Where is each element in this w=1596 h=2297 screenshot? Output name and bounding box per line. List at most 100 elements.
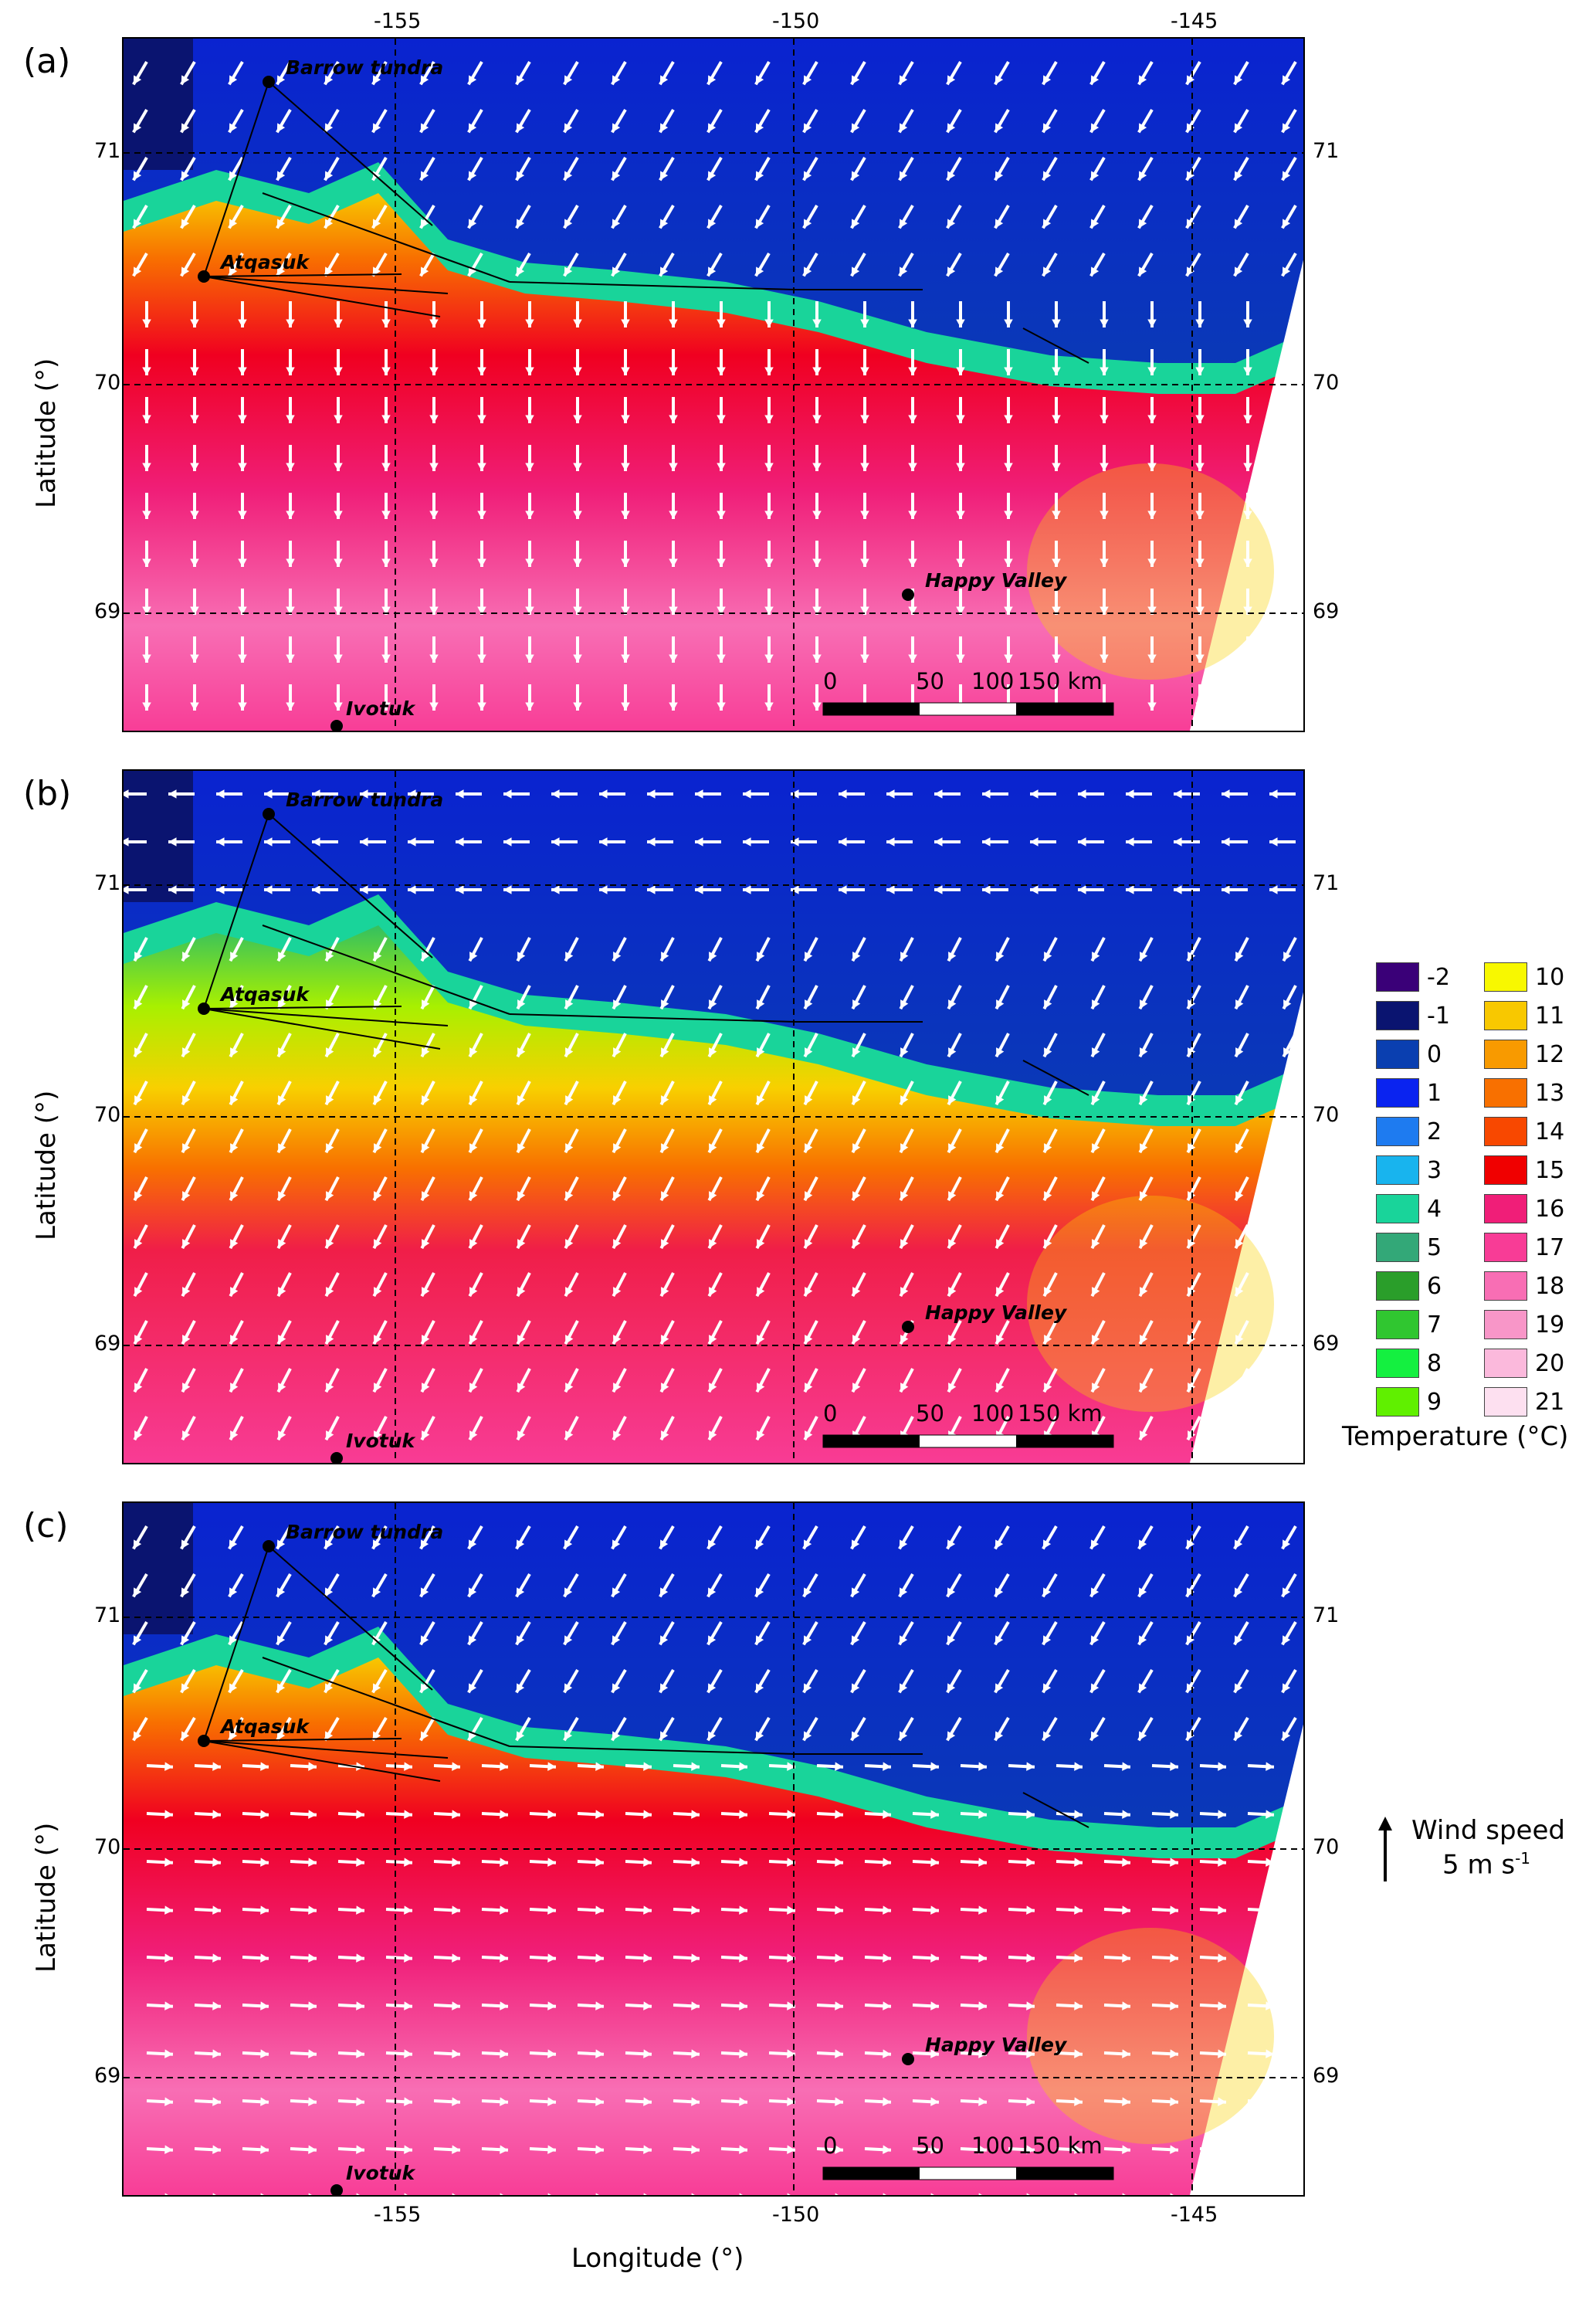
lat-tick-label-left: 71 — [94, 139, 121, 163]
legend-swatch — [1484, 1078, 1527, 1108]
legend-value: 16 — [1535, 1196, 1565, 1223]
site-marker-1 — [198, 270, 210, 283]
legend-swatch — [1376, 1117, 1419, 1146]
x-axis-title: Longitude (°) — [571, 2243, 744, 2274]
site-marker-3 — [330, 2184, 343, 2195]
site-label: Barrow tundra — [286, 56, 443, 79]
lat-tick-label-left: 69 — [94, 2064, 121, 2088]
site-label: Atqasuk — [219, 983, 310, 1006]
scale-bar-label: 100 — [971, 2132, 1014, 2159]
wind-arrows — [124, 789, 1297, 1441]
legend-title: Temperature (°C) — [1342, 1421, 1569, 1452]
legend-value: 14 — [1535, 1118, 1565, 1145]
legend-swatch — [1376, 962, 1419, 992]
site-label: Happy Valley — [925, 1301, 1068, 1324]
legend-swatch — [1484, 1349, 1527, 1378]
site-label: Happy Valley — [925, 2034, 1068, 2056]
map-panel-b: Barrow tundra Atqasuk Happy Valley Ivotuk 0 5… — [122, 769, 1305, 1464]
scale-bar-label: 100 — [971, 668, 1014, 694]
legend-value: 8 — [1427, 1350, 1442, 1377]
legend-value: -1 — [1427, 1003, 1450, 1030]
legend-swatch — [1376, 1271, 1419, 1301]
site-marker-2 — [902, 1321, 914, 1333]
site-label: Ivotuk — [346, 697, 416, 720]
site-marker-0 — [263, 76, 275, 88]
lat-tick-label-left: 70 — [94, 1103, 121, 1127]
site-label: Ivotuk — [346, 2162, 416, 2184]
legend-swatch — [1484, 1040, 1527, 1069]
legend-value: 17 — [1535, 1234, 1565, 1261]
site-marker-3 — [330, 720, 343, 731]
legend-swatch — [1376, 1001, 1419, 1030]
site-marker-2 — [902, 2053, 914, 2065]
lat-tick-label-left: 71 — [94, 871, 121, 895]
lat-tick-label-left: 70 — [94, 371, 121, 395]
panel-label: (a) — [23, 42, 71, 81]
map-field: Barrow tundra Atqasuk Happy Valley Ivotuk 0 5… — [124, 39, 1303, 731]
y-axis-title: Latitude (°) — [31, 1822, 62, 1973]
wind-key-arrow-icon — [1378, 1817, 1392, 1881]
scale-bar-label: 0 — [823, 1400, 837, 1427]
legend-swatch — [1376, 1155, 1419, 1185]
legend-swatch — [1484, 1001, 1527, 1030]
legend-value: 19 — [1535, 1311, 1565, 1339]
legend-value: 15 — [1535, 1157, 1565, 1184]
lat-tick-label-right: 71 — [1313, 1603, 1340, 1627]
legend-swatch — [1484, 962, 1527, 992]
legend-value: 4 — [1427, 1196, 1442, 1223]
map-field: Barrow tundra Atqasuk Happy Valley Ivotuk 0 5… — [124, 771, 1303, 1463]
lat-tick-label-right: 69 — [1313, 599, 1340, 623]
wind-arrows — [132, 60, 1300, 711]
lon-tick-label: -145 — [1171, 2203, 1218, 2227]
legend-swatch — [1484, 1117, 1527, 1146]
site-label: Atqasuk — [219, 1715, 310, 1738]
lat-tick-label-left: 71 — [94, 1603, 121, 1627]
site-marker-3 — [330, 1452, 343, 1463]
lat-tick-label-left: 70 — [94, 1835, 121, 1859]
scale-bar-label: 150 km — [1018, 668, 1103, 694]
legend-swatch — [1376, 1078, 1419, 1108]
legend-value: 12 — [1535, 1041, 1565, 1068]
site-marker-2 — [902, 589, 914, 601]
lon-tick-label: -150 — [772, 2203, 820, 2227]
legend-value: 7 — [1427, 1311, 1442, 1339]
legend-swatch — [1376, 1349, 1419, 1378]
wind-key-value: 5 m s-1 — [1442, 1849, 1531, 1881]
lat-tick-label-right: 70 — [1313, 371, 1340, 395]
lat-tick-label-right: 71 — [1313, 871, 1340, 895]
lon-tick-label: -155 — [374, 2203, 422, 2227]
legend-value: 11 — [1535, 1003, 1565, 1030]
legend-value: -2 — [1427, 964, 1450, 991]
lat-tick-label-right: 69 — [1313, 2064, 1340, 2088]
legend-value: 10 — [1535, 964, 1565, 991]
legend-value: 0 — [1427, 1041, 1442, 1068]
scale-bar: 0 50 100 150 km — [822, 2132, 1114, 2180]
wind-arrows — [132, 1525, 1303, 2195]
scale-bar: 0 50 100 150 km — [822, 668, 1114, 716]
scale-bar-label: 50 — [916, 1400, 944, 1427]
legend-swatch — [1484, 1387, 1527, 1417]
site-marker-1 — [198, 1003, 210, 1015]
scale-bar-label: 50 — [916, 2132, 944, 2159]
legend-value: 2 — [1427, 1118, 1442, 1145]
legend-swatch — [1376, 1387, 1419, 1417]
lon-tick-label: -155 — [374, 9, 422, 33]
legend-swatch — [1484, 1310, 1527, 1339]
legend-value: 5 — [1427, 1234, 1442, 1261]
legend-value: 20 — [1535, 1350, 1565, 1377]
map-panel-a: Barrow tundra Atqasuk Happy Valley Ivotuk 0 5… — [122, 37, 1305, 732]
legend-value: 13 — [1535, 1080, 1565, 1107]
legend-swatch — [1376, 1310, 1419, 1339]
legend-swatch — [1484, 1233, 1527, 1262]
scale-bar-label: 150 km — [1018, 2132, 1103, 2159]
scale-bar-label: 150 km — [1018, 1400, 1103, 1427]
wind-key-title: Wind speed — [1411, 1815, 1565, 1846]
site-label: Atqasuk — [219, 251, 310, 273]
lat-tick-label-right: 71 — [1313, 139, 1340, 163]
legend-swatch — [1484, 1271, 1527, 1301]
legend-value: 1 — [1427, 1080, 1442, 1107]
y-axis-title: Latitude (°) — [31, 1090, 62, 1240]
site-label: Barrow tundra — [286, 789, 443, 811]
transect-lines — [203, 1545, 1089, 1828]
lat-tick-label-left: 69 — [94, 599, 121, 623]
